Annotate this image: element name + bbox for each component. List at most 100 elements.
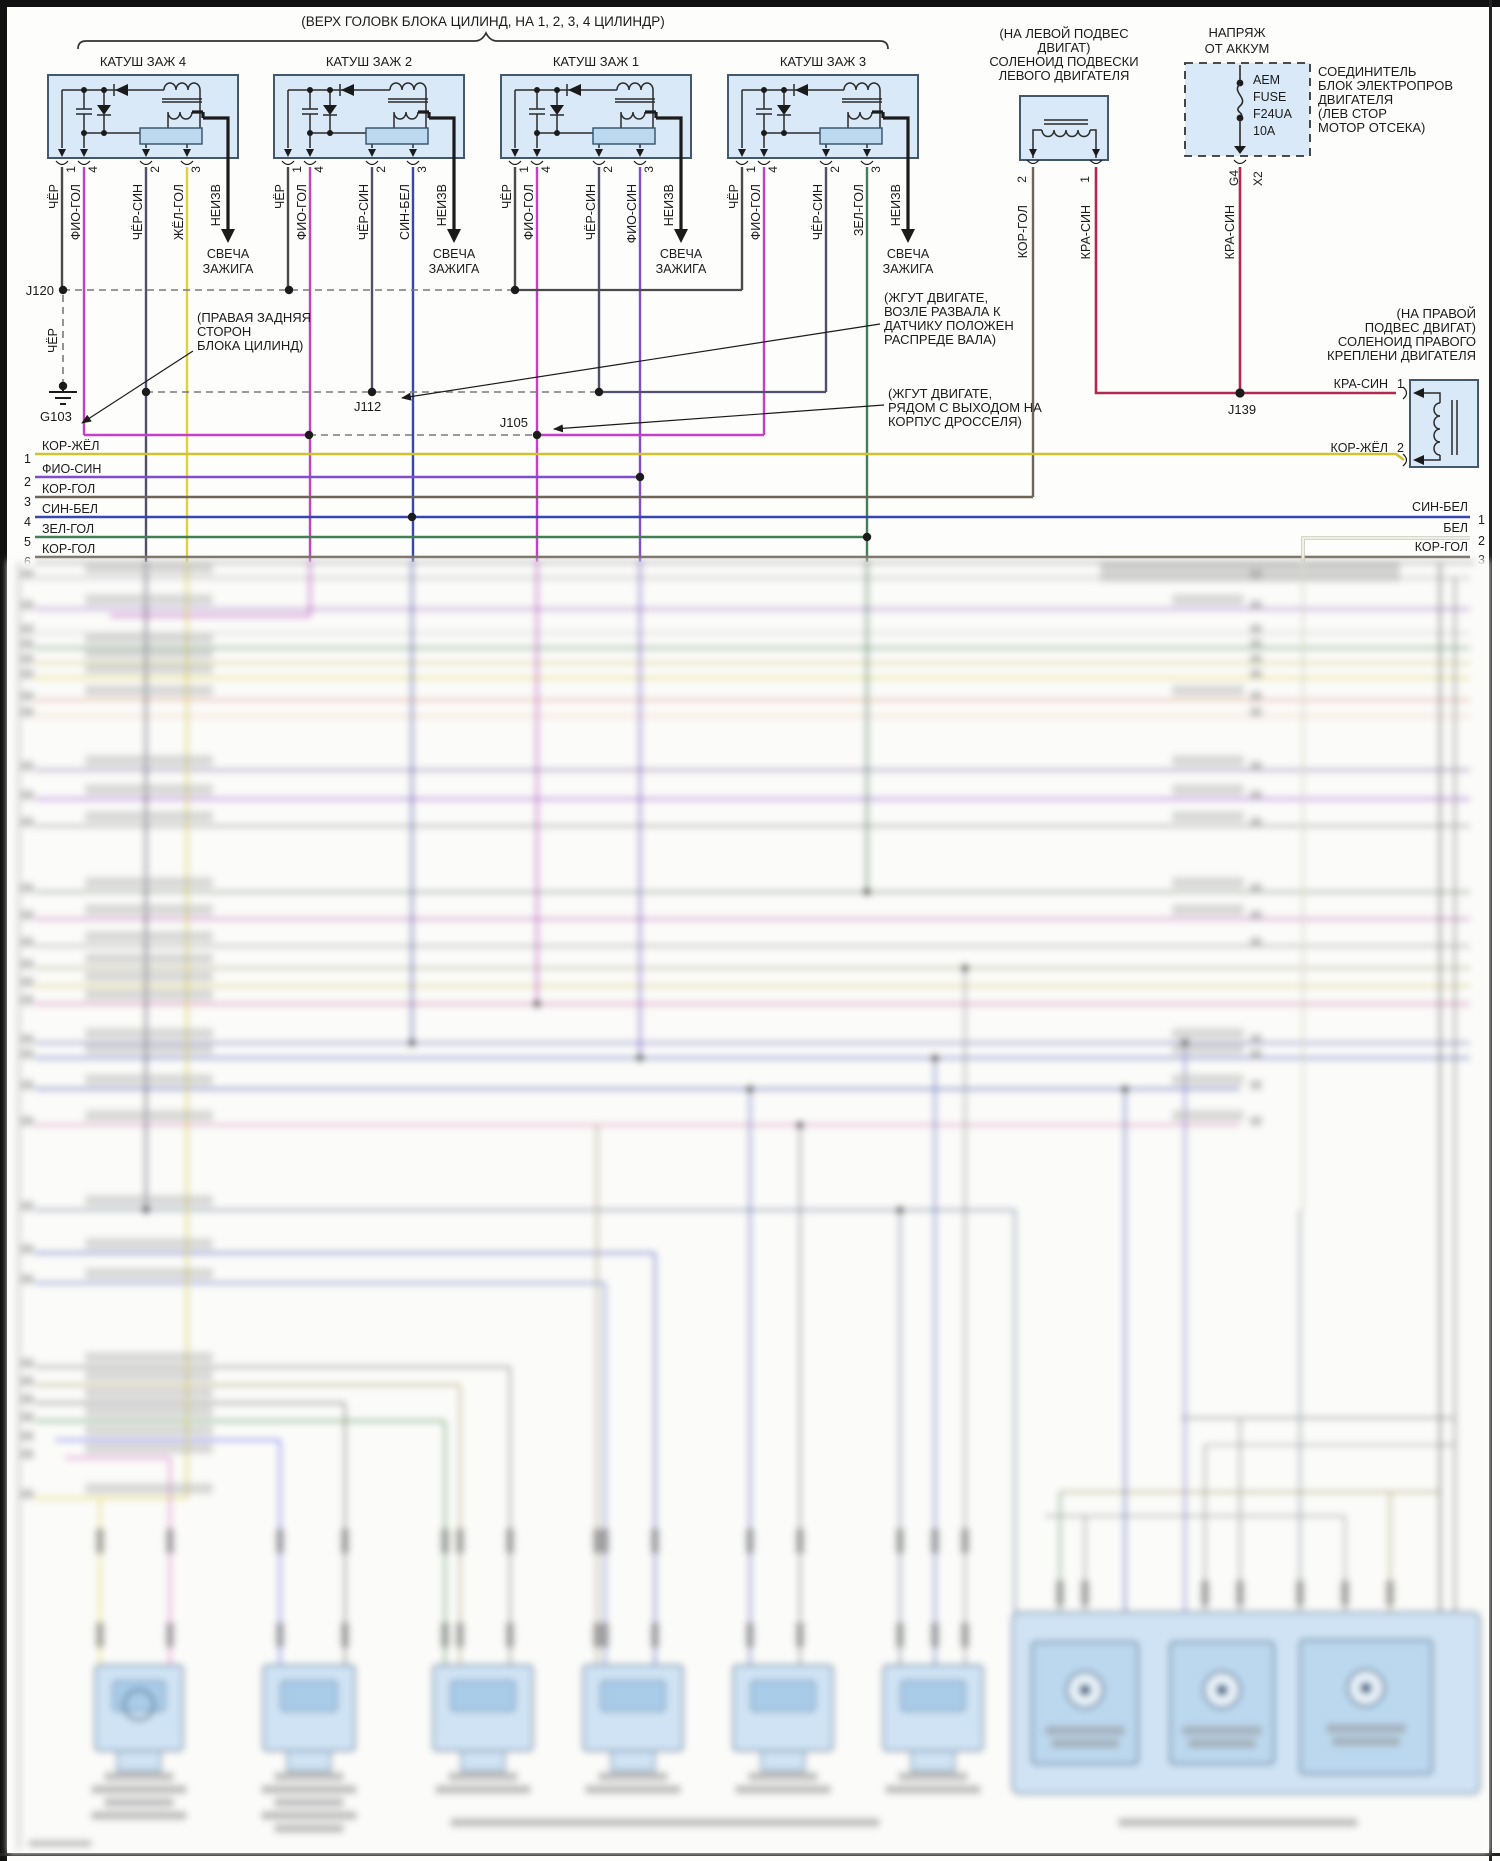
blurred-caption <box>274 1798 344 1807</box>
blurred-inline-connector <box>440 1528 450 1554</box>
solenoid-note-line: КРЕПЛЕНИ ДВИГАТЕЛЯ <box>1327 348 1476 363</box>
annotation-line: (ЖГУТ ДВИГАТЕ, <box>888 386 992 401</box>
note-line: БЛОК ЭЛЕКТРОПРОВ <box>1318 78 1453 93</box>
solenoid-note-line: ПОДВЕС ДВИГАТ) <box>1365 320 1476 335</box>
pin-wire-label: ЧЁР <box>47 184 61 209</box>
j105-violet-bus: J105 <box>84 415 764 440</box>
junction-j120-label: J120 <box>26 283 54 298</box>
ground-symbol <box>49 386 77 405</box>
blurred-label <box>1172 904 1244 915</box>
note-line: (ЛЕВ СТОР <box>1318 106 1387 121</box>
row-number: 1 <box>1478 513 1485 527</box>
spark-arrowhead <box>447 229 461 243</box>
coil-module <box>365 127 429 145</box>
pin-wire-label: ФИО-ГОЛ <box>295 184 309 240</box>
blurred-inline-connector <box>600 1622 610 1648</box>
header: (ВЕРХ ГОЛОВК БЛОКА ЦИЛИНД, НА 1, 2, 3, 4… <box>77 14 889 50</box>
blurred-caption <box>274 1824 344 1833</box>
blurred-inline-connector <box>275 1622 285 1648</box>
wire-kra-sin <box>1094 167 1396 395</box>
coil-circuit <box>514 82 655 148</box>
ignition-coil-4: КАТУШ ЗАЖ 3 1 ЧЁР 4 ФИО-ГОЛ 2 ЧЁР-СИН 3 ЗЕЛ-ГОЛ Н… <box>727 54 934 276</box>
pin-number: 3 <box>189 166 203 173</box>
row-label: КОР-ГОЛ <box>42 482 95 496</box>
blurred-caption <box>735 1785 831 1794</box>
blurred-inline-connector <box>275 1528 285 1554</box>
ignition-coil-1: КАТУШ ЗАЖ 4 1 ЧЁР 4 ФИО-ГОЛ 2 ЧЁР-СИН 3 ЖЁЛ-ГОЛ Н… <box>47 54 254 276</box>
pin-wire-label: ФИО-СИН <box>625 184 639 243</box>
blurred-label <box>85 1443 213 1454</box>
blurred-label <box>1172 1110 1244 1121</box>
blurred-caption <box>261 1811 357 1820</box>
blurred-label <box>85 755 213 766</box>
pin-wire-label: ФИО-ГОЛ <box>522 184 536 240</box>
wire-label-kra-sin: КРА-СИН <box>1334 377 1388 391</box>
pin-number: 2 <box>601 166 615 173</box>
blurred-label <box>85 1483 213 1494</box>
leader-arrow <box>553 404 885 433</box>
blurred-label <box>85 1268 213 1279</box>
row-label: БЕЛ <box>1443 521 1468 535</box>
pin-wire-label: ЧЁР-СИН <box>584 184 598 240</box>
annotation-throttle: (ЖГУТ ДВИГАТЕ, РЯДОМ С ВЫХОДОМ НА КОРПУС… <box>553 386 1042 433</box>
pin-number: 4 <box>86 166 100 173</box>
annotation-line: БЛОКА ЦИЛИНД) <box>197 338 303 353</box>
blurred-inline-connector <box>95 1528 105 1554</box>
spark-plug-label: ЗАЖИГА <box>429 262 480 276</box>
battery-fuse-box: НАПРЯЖ ОТ АККУМ AEM FUSE F24UA 10A G4 X2… <box>1184 25 1311 259</box>
blurred-inline-connector <box>505 1622 515 1648</box>
pin-wire-label: ЧЁР <box>273 184 287 209</box>
blurred-label <box>85 931 213 942</box>
blurred-caption <box>1118 1818 1358 1827</box>
blurred-inline-connector <box>745 1622 755 1648</box>
wire-label-kra-sin: КРА-СИН <box>1079 205 1093 259</box>
blurred-label <box>85 663 213 674</box>
row-number: 4 <box>24 515 31 529</box>
blurred-caption <box>28 1840 92 1847</box>
blurred-label <box>85 685 213 696</box>
spark-plug-label: ЗАЖИГА <box>883 262 934 276</box>
blurred-inline-connector <box>165 1622 175 1648</box>
wire-kor-zhel-row1 <box>35 452 1405 462</box>
blurred-label <box>85 989 213 1000</box>
fuse-label-line: AEM <box>1253 73 1280 87</box>
ground-wire-label: ЧЁР <box>46 328 60 353</box>
coil-title: КАТУШ ЗАЖ 2 <box>326 54 412 69</box>
battery-title-line: НАПРЯЖ <box>1208 25 1265 40</box>
unknown-wire <box>418 110 456 230</box>
blurred-caption <box>261 1785 357 1794</box>
wire-label-kor-zhel: КОР-ЖЁЛ <box>1331 441 1388 455</box>
coil-title: КАТУШ ЗАЖ 3 <box>780 54 866 69</box>
solenoid-note-line: (НА ЛЕВОЙ ПОДВЕС <box>999 26 1128 41</box>
row-label: ЗЕЛ-ГОЛ <box>42 522 94 536</box>
header-brace <box>77 31 889 50</box>
pin-number: 3 <box>415 166 429 173</box>
blurred-inline-connector <box>600 1528 610 1554</box>
pin-number: 4 <box>312 166 326 173</box>
blurred-inline-connector <box>895 1622 905 1648</box>
blurred-label <box>85 811 213 822</box>
fuse-symbol <box>1236 83 1244 118</box>
pin-number: 2 <box>374 166 388 173</box>
unknown-wire-label: НЕИЗВ <box>435 184 449 226</box>
pin-number: 1 <box>1397 377 1404 391</box>
blurred-label <box>85 594 213 605</box>
blurred-label <box>1172 685 1244 696</box>
annotation-line: КОРПУС ДРОССЕЛЯ) <box>888 414 1022 429</box>
coil-title: КАТУШ ЗАЖ 4 <box>100 54 186 69</box>
wire-rows: КОР-ЖЁЛ 1 ФИО-СИН 2 КОР-ГОЛ 3 СИН-БЕЛ 4 … <box>24 439 1485 569</box>
solenoid-note-line: (НА ПРАВОЙ <box>1396 306 1476 321</box>
unknown-wire <box>192 110 230 230</box>
spark-arrowhead <box>674 229 688 243</box>
row-label: СИН-БЕЛ <box>42 502 98 516</box>
pin-number: 1 <box>744 166 758 173</box>
blurred-inline-connector <box>340 1528 350 1554</box>
junction-j105-label: J105 <box>500 415 528 430</box>
pin-number: 1 <box>290 166 304 173</box>
blurred-label <box>1172 594 1244 605</box>
left-mount-solenoid: (НА ЛЕВОЙ ПОДВЕС ДВИГАТ) СОЛЕНОИД ПОДВЕС… <box>989 26 1139 497</box>
blurred-caption <box>898 1772 968 1781</box>
junction-j112-label: J112 <box>354 399 381 414</box>
